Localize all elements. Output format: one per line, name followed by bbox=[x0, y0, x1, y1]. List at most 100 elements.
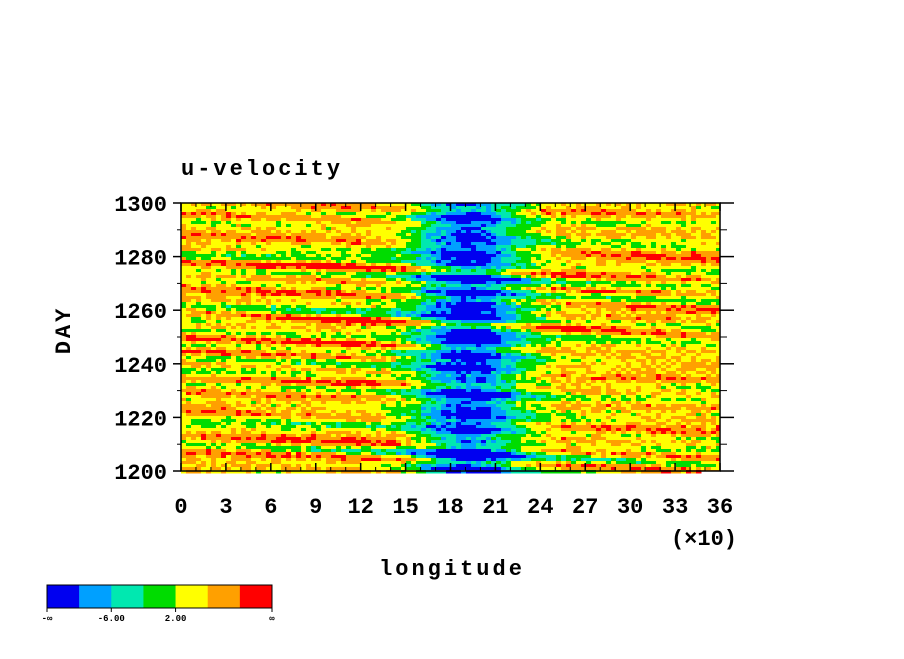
field-cell bbox=[316, 380, 332, 384]
field-cell bbox=[311, 212, 322, 216]
field-cell bbox=[201, 218, 212, 222]
field-cell bbox=[601, 212, 607, 216]
field-cell bbox=[191, 410, 202, 414]
field-cell bbox=[256, 290, 272, 294]
field-cell bbox=[411, 374, 417, 378]
field-cell bbox=[286, 419, 292, 423]
field-cell bbox=[596, 362, 602, 366]
field-cell bbox=[221, 398, 252, 402]
field-cell bbox=[466, 230, 472, 234]
field-cell bbox=[691, 437, 697, 441]
field-cell bbox=[641, 251, 657, 255]
field-cell bbox=[671, 464, 677, 468]
field-cell bbox=[676, 431, 682, 435]
field-cell bbox=[521, 437, 552, 441]
field-cell bbox=[286, 440, 292, 444]
field-cell bbox=[256, 407, 262, 411]
field-cell bbox=[396, 341, 402, 345]
field-cell bbox=[406, 443, 412, 447]
field-cell bbox=[266, 386, 282, 390]
field-cell bbox=[181, 416, 227, 420]
field-cell bbox=[391, 368, 412, 372]
field-cell bbox=[681, 323, 707, 327]
field-cell bbox=[271, 254, 277, 258]
field-cell bbox=[321, 212, 327, 216]
field-cell bbox=[431, 260, 437, 264]
field-cell bbox=[551, 287, 557, 291]
field-cell bbox=[386, 359, 392, 363]
field-cell bbox=[406, 218, 412, 222]
field-cell bbox=[586, 317, 592, 321]
field-cell bbox=[486, 251, 497, 255]
field-cell bbox=[441, 398, 447, 402]
field-cell bbox=[386, 269, 392, 273]
field-cell bbox=[601, 209, 607, 213]
field-cell bbox=[496, 383, 517, 387]
field-cell bbox=[686, 422, 692, 426]
field-cell bbox=[191, 311, 207, 315]
field-cell bbox=[586, 305, 627, 309]
field-cell bbox=[691, 230, 697, 234]
field-cell bbox=[716, 422, 720, 426]
field-cell bbox=[411, 296, 417, 300]
field-cell bbox=[291, 338, 302, 342]
field-cell bbox=[561, 308, 582, 312]
field-cell bbox=[251, 299, 257, 303]
field-cell bbox=[511, 386, 517, 390]
field-cell bbox=[266, 455, 277, 459]
field-cell bbox=[361, 254, 372, 258]
field-cell bbox=[526, 464, 532, 468]
field-cell bbox=[271, 242, 292, 246]
field-cell bbox=[251, 326, 257, 330]
field-cell bbox=[501, 269, 507, 273]
field-cell bbox=[446, 344, 477, 348]
field-cell bbox=[511, 254, 517, 258]
field-cell bbox=[526, 245, 537, 249]
field-cell bbox=[441, 341, 502, 345]
field-cell bbox=[421, 236, 427, 240]
field-cell bbox=[636, 293, 672, 297]
field-cell bbox=[281, 212, 297, 216]
field-cell bbox=[611, 326, 617, 330]
field-cell bbox=[531, 452, 537, 456]
field-cell bbox=[411, 329, 417, 333]
field-cell bbox=[261, 299, 267, 303]
field-cell bbox=[236, 410, 242, 414]
field-cell bbox=[251, 404, 257, 408]
field-cell bbox=[541, 377, 552, 381]
field-cell bbox=[711, 392, 717, 396]
field-cell bbox=[401, 443, 407, 447]
field-cell bbox=[641, 362, 647, 366]
field-cell bbox=[651, 209, 657, 213]
field-cell bbox=[306, 224, 312, 228]
field-cell bbox=[236, 347, 242, 351]
field-cell bbox=[181, 254, 217, 258]
field-cell bbox=[536, 380, 542, 384]
field-cell bbox=[241, 446, 247, 450]
field-cell bbox=[181, 374, 187, 378]
field-cell bbox=[701, 341, 720, 345]
field-cell bbox=[276, 323, 307, 327]
field-cell bbox=[216, 374, 272, 378]
field-cell bbox=[616, 353, 622, 357]
field-cell bbox=[336, 371, 347, 375]
field-cell bbox=[631, 251, 642, 255]
field-cell bbox=[236, 332, 242, 336]
field-cell bbox=[666, 236, 672, 240]
field-cell bbox=[226, 401, 237, 405]
field-cell bbox=[526, 410, 532, 414]
field-cell bbox=[276, 443, 282, 447]
field-cell bbox=[261, 434, 267, 438]
field-cell bbox=[571, 332, 582, 336]
field-cell bbox=[281, 224, 287, 228]
field-cell bbox=[536, 461, 542, 465]
field-cell bbox=[271, 293, 282, 297]
field-cell bbox=[401, 251, 412, 255]
field-cell bbox=[561, 374, 567, 378]
field-cell bbox=[291, 251, 302, 255]
field-cell bbox=[711, 404, 720, 408]
field-cell bbox=[421, 392, 427, 396]
field-cell bbox=[501, 386, 512, 390]
field-cell bbox=[436, 287, 472, 291]
field-cell bbox=[361, 467, 392, 471]
